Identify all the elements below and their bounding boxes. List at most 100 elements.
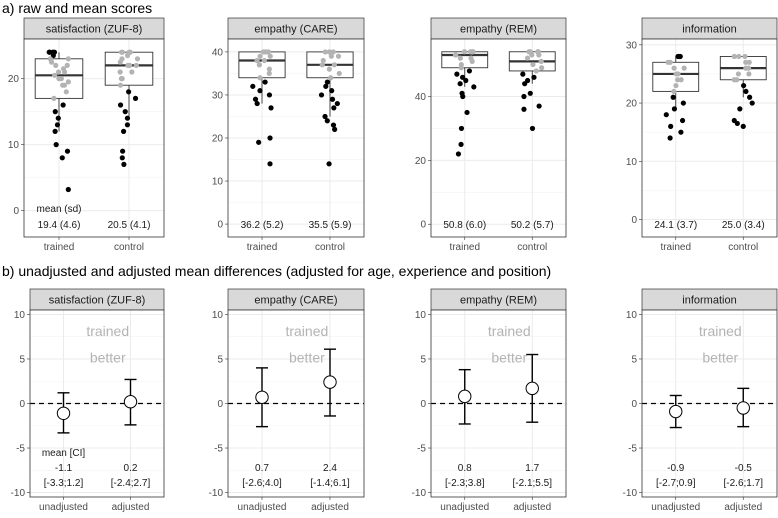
data-point [61,82,68,88]
data-point [53,62,59,68]
data-point [670,94,676,100]
y-tick-label: 0 [13,206,19,217]
data-point [469,49,475,55]
data-point [673,82,679,89]
panel-title: information [682,24,736,36]
data-point [324,118,330,124]
data-point [746,59,752,65]
y-tick-label: 10 [8,140,20,151]
data-point [531,74,537,80]
ci-label: [-2.4;2.7] [111,478,151,489]
panel-border [430,309,567,498]
data-point [466,68,473,74]
y-tick-label: 5 [420,354,426,365]
ci-label: [-2.1;5.5] [513,478,553,489]
section-b-title: b) unadjusted and adjusted mean differen… [2,263,551,279]
data-point [64,148,71,154]
annotation-line-1: trained [285,323,328,339]
estimate-label: -1.1 [55,463,73,474]
y-tick-label: 5 [19,354,25,365]
panel-border [227,309,365,498]
estimate-point [123,395,138,409]
data-point [266,66,272,72]
data-point [460,93,466,100]
panel-title: empathy (CARE) [254,295,337,307]
y-tick-label: 0 [420,399,426,410]
estimate-label: 1.7 [525,463,539,474]
data-point [126,89,132,95]
panel-border [641,38,778,238]
data-point [129,69,135,75]
y-tick-label: 20 [8,74,20,85]
panel-border [23,38,165,238]
data-point [678,77,684,83]
data-point [262,79,268,85]
data-point [452,52,458,58]
data-point [120,148,126,154]
data-point [671,65,677,71]
data-point [261,49,268,55]
panel-b-4: information -10 -5 0 5 10 unadjusted adjusted tr… [623,288,778,513]
data-point [134,56,141,62]
panel-title: empathy (REM) [460,24,537,36]
data-point [118,49,125,55]
data-point [132,95,139,101]
data-point [268,105,274,111]
data-point [250,83,256,89]
data-point [458,141,464,147]
data-point [50,52,56,59]
panels: satisfaction (ZUF-8) 0 10 20 trained control m… [8,17,778,513]
y-tick-label: 5 [217,354,223,365]
y-tick-label: 20 [212,134,224,145]
data-point [51,95,57,101]
mean-value: 25.0 (3.4) [722,220,765,231]
data-point [320,57,326,64]
data-point [119,76,125,82]
data-point [52,109,58,115]
x-tick-label: trained [44,242,75,253]
y-tick-label: 0 [420,220,426,231]
estimate-point [525,381,539,396]
y-tick-label: -5 [628,444,637,455]
panel-b-1: satisfaction (ZUF-8) -10 -5 0 5 10 unadjusted a… [11,288,165,513]
data-point [524,55,531,61]
data-point [457,55,463,61]
data-point [257,75,263,81]
data-point [65,186,71,193]
data-point [326,66,332,72]
data-point [747,94,753,100]
y-tick-label: 0 [631,215,637,226]
data-point [329,96,336,102]
estimate-label: -0.9 [667,463,685,474]
data-point [454,71,460,77]
data-point [521,93,527,100]
data-point [463,77,469,84]
estimate-point [669,404,683,419]
data-point [254,57,260,64]
data-point [331,105,337,111]
data-point [530,61,536,68]
mean-value: 36.2 (5.2) [241,220,284,231]
panel-title: satisfaction (ZUF-8) [46,24,143,36]
data-point [536,103,542,109]
data-point [749,100,755,106]
y-tick-label: 30 [626,40,638,51]
data-point [455,151,462,157]
mean-ci-label: mean [CI] [42,448,86,459]
data-point [53,142,59,148]
data-point [681,65,687,71]
mean-value: 35.5 (5.9) [309,220,352,231]
data-point [334,100,340,107]
data-point [267,135,273,141]
data-point [741,82,747,89]
data-point [332,126,338,132]
panel-b-3: empathy (REM) -10 -5 0 5 10 unadjusted adjusted… [412,288,567,513]
y-tick-label: 5 [631,354,637,365]
annotation-line-1: trained [86,323,129,339]
data-point [743,59,749,65]
mean-value: 20.5 (4.1) [108,220,151,231]
panel-a-4: information 0 10 20 30 trained control 24.1 (3.… [626,17,778,253]
data-point [742,53,748,60]
ci-label: [-2.6;1.7] [724,478,764,489]
data-point [458,125,465,132]
